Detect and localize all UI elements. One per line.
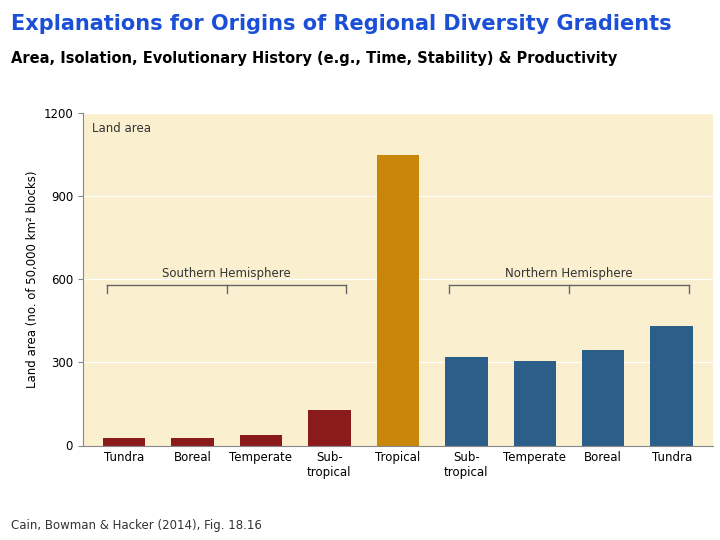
Bar [103, 438, 145, 446]
Bar [240, 435, 282, 445]
Text: Explanations for Origins of Regional Diversity Gradients: Explanations for Origins of Regional Div… [11, 14, 672, 33]
Bar [513, 361, 556, 446]
Bar [582, 350, 624, 446]
Text: Land area: Land area [92, 122, 151, 134]
Text: Area, Isolation, Evolutionary History (e.g., Time, Stability) & Productivity: Area, Isolation, Evolutionary History (e… [11, 51, 617, 66]
Bar [650, 327, 693, 446]
Y-axis label: Land area (no. of 50,000 km² blocks): Land area (no. of 50,000 km² blocks) [26, 171, 39, 388]
Text: Cain, Bowman & Hacker (2014), Fig. 18.16: Cain, Bowman & Hacker (2014), Fig. 18.16 [11, 519, 261, 532]
Text: Northern Hemisphere: Northern Hemisphere [505, 267, 633, 280]
Text: Southern Hemisphere: Southern Hemisphere [162, 267, 291, 280]
Bar [445, 357, 487, 445]
Bar [377, 155, 419, 446]
Bar [171, 438, 214, 445]
Bar [308, 409, 351, 445]
